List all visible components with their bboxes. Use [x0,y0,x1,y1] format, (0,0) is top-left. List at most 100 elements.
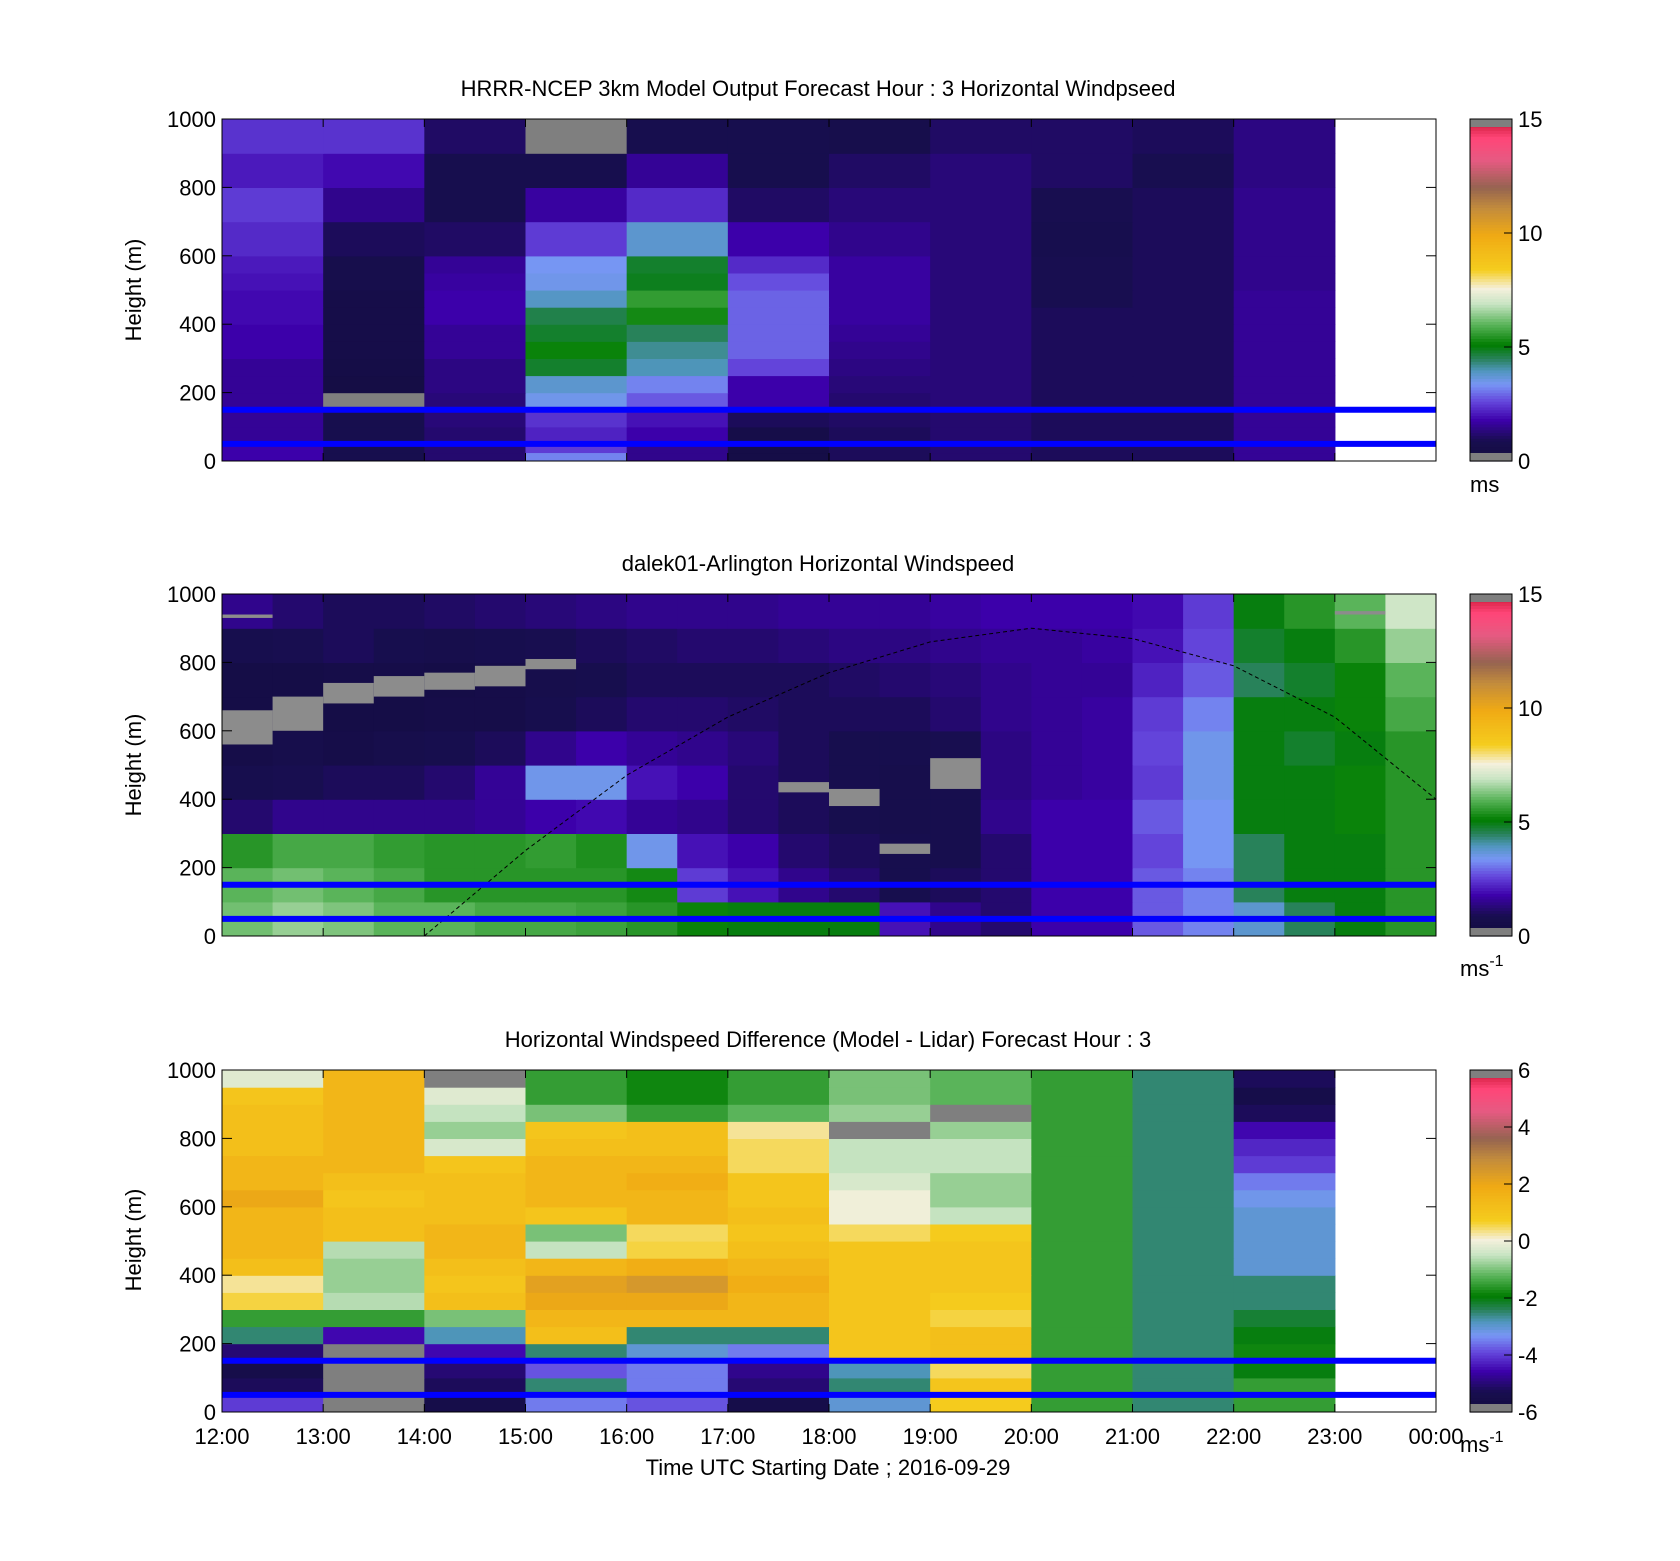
heatmap-cell [829,1138,931,1157]
heatmap-cell [373,594,425,629]
heatmap-cell [677,730,729,766]
heatmap-cell [222,358,324,377]
colorbar-swatch [1470,1249,1512,1253]
colorbar-swatch [1470,1112,1512,1117]
heatmap-cell [930,1258,1032,1276]
heatmap-cell [373,765,425,800]
heatmap-cell [829,594,881,629]
colorbar-swatch [1470,733,1512,738]
heatmap-cell [1132,324,1235,342]
heatmap-cell [474,833,527,869]
heatmap-cell [1031,594,1083,629]
heatmap-cell [1284,628,1336,663]
heatmap-cell [626,1360,729,1379]
heatmap-cell [677,799,729,834]
colorbar-swatch [1470,656,1512,661]
colorbar-swatch [1470,750,1512,755]
heatmap-cell [525,1087,628,1105]
heatmap-cell [1183,765,1235,800]
colorbar-swatch [1470,676,1512,681]
panel-diff-colorbar: -6 -4 -2 0 2 4 6 [1469,1058,1538,1425]
colorbar-swatch [1470,315,1512,320]
heatmap-cell [1031,765,1083,800]
colorbar-swatch [1470,653,1512,658]
colorbar-swatch [1470,264,1512,268]
heatmap-cell [1233,1206,1336,1225]
colorbar-swatch [1470,725,1512,729]
colorbar-swatch [1470,839,1512,843]
heatmap-cell [272,730,324,766]
heatmap-cell [727,1275,830,1293]
heatmap-cell [1031,443,1134,454]
heatmap-cell [525,221,628,257]
heatmap-cell [323,153,425,188]
colorbar-swatch [1470,702,1512,706]
heatmap-cell [1233,1070,1336,1088]
heatmap-cell [525,1394,628,1412]
heatmap-cell [1284,662,1336,698]
colorbar-swatch [1470,1098,1512,1102]
x-tick-label: 23:00 [1307,1424,1362,1449]
heatmap-cell [1233,1241,1336,1259]
colorbar-swatch [1470,195,1512,200]
heatmap-cell [829,1155,931,1174]
colorbar-swatch [1470,412,1512,416]
heatmap-cell [424,799,476,834]
panel-model-title: HRRR-NCEP 3km Model Output Forecast Hour… [461,76,1176,101]
colorbar-swatch [1470,776,1512,780]
heatmap-cell [626,324,729,342]
heatmap-cell [525,324,628,342]
heatmap-cell [626,255,729,274]
colorbar-swatch [1470,742,1512,746]
heatmap-cell [525,1070,628,1088]
heatmap-cell [829,272,931,291]
colorbar-swatch [1470,1095,1512,1100]
colorbar-swatch [1470,605,1512,609]
heatmap-cell [727,1189,830,1208]
colorbar-swatch [1470,347,1512,351]
heatmap-cell [525,730,577,766]
x-tick-label: 22:00 [1206,1424,1261,1449]
heatmap-cell [626,153,729,188]
heatmap-cell [829,628,881,663]
colorbar-swatch [1470,921,1512,926]
heatmap-cell [424,696,476,732]
heatmap-cell [626,799,678,834]
colorbar-swatch [1470,244,1512,248]
heatmap-cell [829,1087,931,1105]
colorbar-swatch [1470,1186,1512,1191]
heatmap-cell [980,628,1032,663]
heatmap-cell [424,221,527,257]
heatmap-cell [727,187,830,223]
x-tick-label: 21:00 [1105,1424,1160,1449]
colorbar-swatch [1470,292,1512,297]
colorbar-swatch [1470,329,1512,334]
colorbar-swatch [1470,429,1512,434]
colorbar-swatch [1470,127,1512,131]
panel-diff-xticks: 12:00 13:00 14:00 15:00 16:00 17:00 18:00 19:00… [194,1070,1464,1449]
colorbar-swatch [1470,884,1512,889]
colorbar-swatch [1470,1303,1512,1308]
heatmap-cell [727,765,780,800]
heatmap-cell [930,1377,1032,1396]
heatmap-cell [930,392,1032,411]
heatmap-cell [930,443,1032,454]
heatmap-cell [727,730,780,766]
colorbar-swatch [1470,881,1512,886]
panel-lidar-plot [222,594,1436,936]
heatmap-cell [727,272,830,291]
colorbar-swatch [1470,233,1512,237]
heatmap-cell [1284,730,1336,766]
colorbar-swatch [1470,1232,1512,1236]
colorbar-swatch [1470,1087,1512,1091]
colorbar-over [1470,119,1512,127]
heatmap-cell [323,341,425,359]
heatmap-cell [323,1138,425,1157]
colorbar-tick-label: 4 [1518,1115,1530,1140]
colorbar-swatch [1470,432,1512,436]
heatmap-cell [930,1104,1032,1122]
heatmap-cell [323,1172,425,1191]
heatmap-cell [727,696,780,732]
heatmap-cell [930,119,1032,154]
colorbar-swatch [1470,1266,1512,1271]
